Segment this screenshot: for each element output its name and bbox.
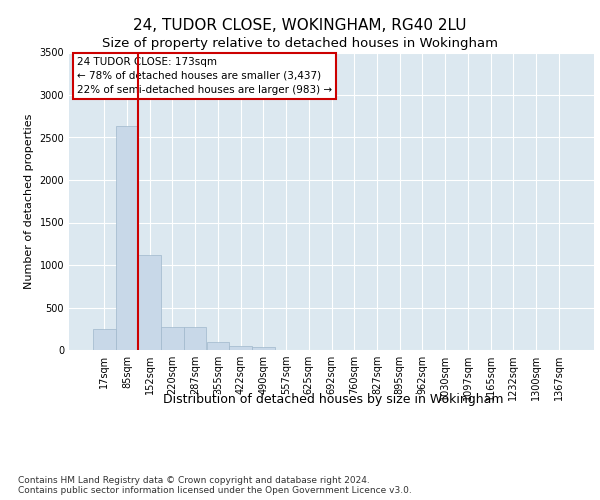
Bar bbox=[93, 329, 116, 350]
Bar bbox=[116, 126, 139, 350]
Bar bbox=[229, 346, 252, 350]
Y-axis label: Number of detached properties: Number of detached properties bbox=[24, 114, 34, 289]
Bar bbox=[139, 255, 161, 350]
Bar bbox=[252, 348, 275, 350]
Text: 24 TUDOR CLOSE: 173sqm
← 78% of detached houses are smaller (3,437)
22% of semi-: 24 TUDOR CLOSE: 173sqm ← 78% of detached… bbox=[77, 57, 332, 95]
Bar bbox=[184, 327, 206, 350]
Text: 24, TUDOR CLOSE, WOKINGHAM, RG40 2LU: 24, TUDOR CLOSE, WOKINGHAM, RG40 2LU bbox=[133, 18, 467, 32]
Bar bbox=[161, 327, 184, 350]
Text: Distribution of detached houses by size in Wokingham: Distribution of detached houses by size … bbox=[163, 392, 503, 406]
Bar bbox=[206, 342, 229, 350]
Text: Contains HM Land Registry data © Crown copyright and database right 2024.
Contai: Contains HM Land Registry data © Crown c… bbox=[18, 476, 412, 495]
Text: Size of property relative to detached houses in Wokingham: Size of property relative to detached ho… bbox=[102, 38, 498, 51]
